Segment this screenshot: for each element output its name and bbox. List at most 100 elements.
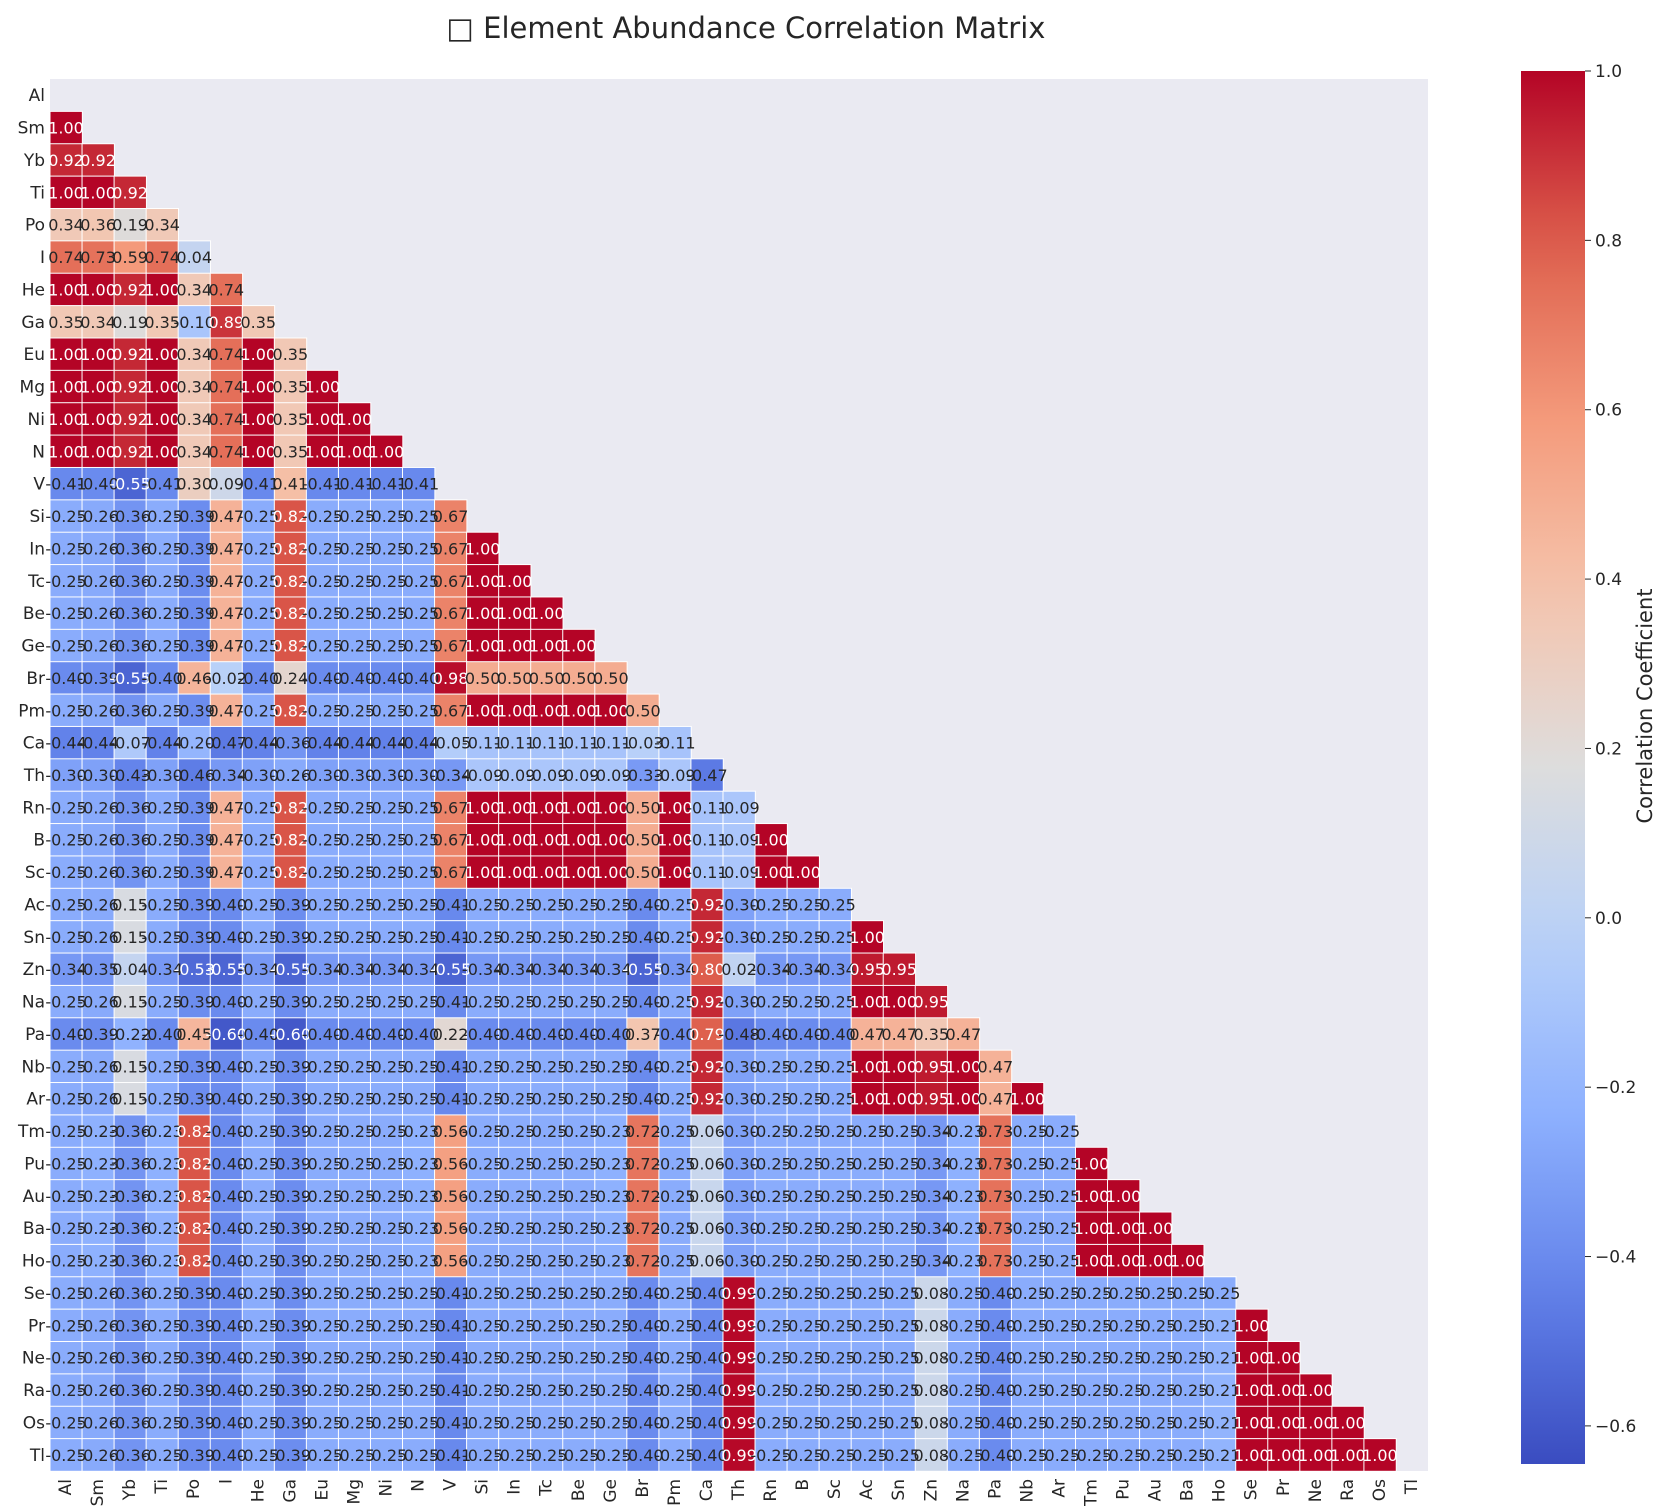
heatmap-cell bbox=[81, 466, 115, 501]
y-tick-label: Po bbox=[25, 216, 45, 236]
heatmap-cell bbox=[402, 693, 436, 728]
cell-value-label: -0.25 bbox=[1103, 1413, 1144, 1432]
cell-value-label: 0.19 bbox=[112, 313, 148, 332]
heatmap-cell bbox=[722, 984, 756, 1019]
cell-value-label: -0.25 bbox=[366, 1316, 407, 1335]
heatmap-cell bbox=[113, 305, 147, 339]
heatmap-cell bbox=[402, 1179, 436, 1213]
heatmap-cell bbox=[1171, 1373, 1205, 1408]
cell-value-label: 0.04 bbox=[176, 248, 212, 267]
heatmap-cell bbox=[978, 1308, 1013, 1343]
cell-value-label: -0.25 bbox=[494, 993, 535, 1012]
cell-value-label: 0.82 bbox=[273, 831, 309, 850]
cell-value-label: -0.30 bbox=[238, 766, 279, 785]
heatmap-cell bbox=[177, 725, 212, 760]
cell-value-label: -0.25 bbox=[750, 1122, 791, 1141]
heatmap-cell bbox=[946, 1146, 981, 1181]
cell-value-label: -0.39 bbox=[270, 1446, 311, 1465]
x-tick-label: Ga bbox=[280, 1479, 300, 1503]
cell-value-label: -0.40 bbox=[750, 1025, 791, 1044]
cell-value-label: -0.25 bbox=[654, 895, 695, 914]
cell-value-label: -0.60 bbox=[206, 1025, 247, 1044]
cell-value-label: -0.25 bbox=[494, 1122, 535, 1141]
x-tick-label: Pm bbox=[665, 1479, 685, 1506]
cell-value-label: -0.40 bbox=[975, 1284, 1016, 1303]
heatmap-cell bbox=[658, 1114, 692, 1149]
heatmap-cell bbox=[49, 1405, 83, 1440]
heatmap-cell bbox=[914, 984, 949, 1019]
cell-value-label: 0.73 bbox=[80, 248, 116, 267]
y-tick-label: Ac bbox=[24, 895, 45, 915]
cell-value-label: -0.40 bbox=[206, 1122, 247, 1141]
cell-value-label: -0.25 bbox=[334, 1219, 375, 1238]
cell-value-label: -0.41 bbox=[366, 475, 407, 494]
colorbar-ticks: 1.00.80.60.40.20.0−0.2−0.4−0.6 bbox=[1585, 62, 1636, 1437]
cell-value-label: 0.82 bbox=[273, 507, 309, 526]
heatmap-cell bbox=[626, 1114, 660, 1149]
heatmap-cell bbox=[273, 855, 308, 890]
cell-value-label: -0.25 bbox=[1103, 1349, 1144, 1368]
cell-value-label: -0.25 bbox=[462, 928, 503, 947]
cell-value-label: -0.44 bbox=[366, 734, 407, 753]
y-tick-label: Sm bbox=[18, 119, 45, 139]
heatmap-cell bbox=[145, 725, 179, 760]
cell-value-label: -0.34 bbox=[911, 1122, 952, 1141]
heatmap-cell bbox=[850, 1114, 885, 1149]
cell-value-label: -0.25 bbox=[141, 1349, 182, 1368]
cell-value-label: 0.47 bbox=[978, 1090, 1014, 1109]
heatmap-cell bbox=[113, 693, 147, 728]
cell-value-label: -0.34 bbox=[430, 766, 471, 785]
cell-value-label: 1.00 bbox=[1074, 1252, 1110, 1271]
cell-value-label: -0.25 bbox=[558, 1413, 599, 1432]
heatmap-cell bbox=[882, 1179, 917, 1213]
heatmap-cell bbox=[978, 1243, 1013, 1278]
heatmap-cell bbox=[305, 564, 340, 598]
cell-value-label: -0.07 bbox=[109, 734, 150, 753]
heatmap-cell bbox=[305, 1341, 340, 1375]
heatmap-cell bbox=[722, 1114, 756, 1149]
cell-value-label: 0.47 bbox=[208, 701, 244, 720]
cell-value-label: -0.25 bbox=[1167, 1349, 1208, 1368]
heatmap-cell bbox=[1074, 1179, 1109, 1213]
cell-value-label: -0.25 bbox=[782, 1057, 823, 1076]
cell-value-label: -0.23 bbox=[141, 1252, 182, 1271]
heatmap-cell bbox=[466, 661, 500, 695]
cell-value-label: -0.26 bbox=[77, 1316, 118, 1335]
heatmap-cell bbox=[850, 920, 885, 954]
cell-value-label: 1.00 bbox=[529, 637, 565, 656]
cell-value-label: 0.92 bbox=[112, 442, 148, 461]
cell-value-label: 1.00 bbox=[1138, 1252, 1174, 1271]
cell-value-label: -0.25 bbox=[238, 1316, 279, 1335]
cell-value-label: -0.25 bbox=[45, 1316, 86, 1335]
cell-value-label: -0.40 bbox=[45, 669, 86, 688]
heatmap-cell bbox=[177, 661, 212, 695]
cell-value-label: 0.50 bbox=[465, 669, 501, 688]
colorbar-tick-label: 0.6 bbox=[1595, 401, 1622, 421]
cell-value-label: 0.56 bbox=[433, 1219, 469, 1238]
cell-value-label: 0.74 bbox=[48, 248, 84, 267]
heatmap-cell bbox=[562, 628, 596, 663]
heatmap-cell bbox=[946, 1179, 981, 1213]
cell-value-label: -0.11 bbox=[526, 734, 567, 753]
x-tick-label: I bbox=[216, 1479, 236, 1484]
cell-value-label: 0.95 bbox=[881, 960, 917, 979]
cell-value-label: -0.34 bbox=[782, 960, 823, 979]
heatmap-cell bbox=[241, 855, 276, 890]
heatmap-cell bbox=[690, 1438, 724, 1472]
heatmap-cell bbox=[177, 887, 212, 922]
heatmap-cell bbox=[1042, 1211, 1077, 1246]
cell-value-label: -0.26 bbox=[77, 604, 118, 623]
heatmap-cell bbox=[1010, 1114, 1045, 1149]
cell-value-label: 0.46 bbox=[176, 669, 212, 688]
heatmap-cell bbox=[177, 1308, 212, 1343]
heatmap-cell bbox=[81, 305, 115, 339]
heatmap-cell bbox=[209, 596, 244, 631]
cell-value-label: -0.25 bbox=[238, 1381, 279, 1400]
cell-value-label: -0.25 bbox=[141, 1316, 182, 1335]
heatmap-cell bbox=[562, 1049, 596, 1084]
heatmap-cell bbox=[914, 1308, 949, 1343]
cell-value-label: -0.25 bbox=[1103, 1316, 1144, 1335]
cell-value-label: -0.39 bbox=[174, 539, 215, 558]
heatmap-cell bbox=[1171, 1243, 1205, 1278]
heatmap-cell bbox=[722, 823, 756, 857]
